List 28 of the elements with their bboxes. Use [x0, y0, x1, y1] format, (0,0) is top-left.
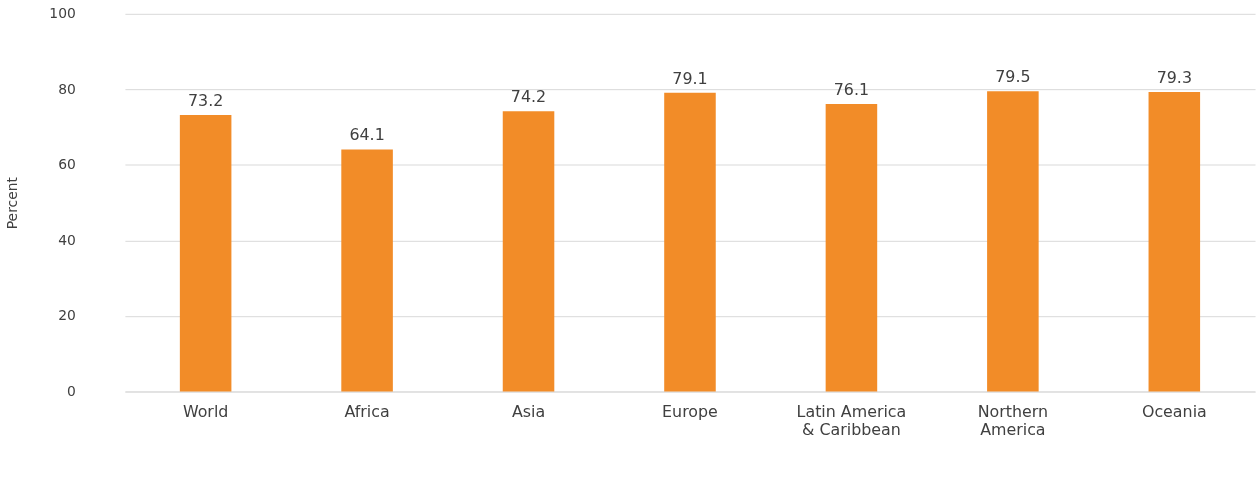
x-tick-label: Africa: [344, 401, 390, 421]
bar: [825, 104, 878, 392]
x-tick-label: Europe: [662, 401, 718, 421]
bar: [502, 111, 555, 392]
x-tick-label: Latin America & Caribbean: [796, 401, 907, 439]
y-tick-label: 40: [58, 231, 76, 248]
data-label: 73.2: [187, 91, 224, 111]
y-tick-label: 0: [67, 382, 76, 399]
data-label: 74.2: [510, 87, 547, 107]
data-label: 64.1: [349, 125, 385, 145]
x-tick-label: Northern America: [977, 401, 1049, 439]
data-label: 79.1: [672, 68, 708, 88]
x-tick-label: World: [182, 401, 229, 421]
data-label: 79.5: [995, 67, 1031, 87]
y-axis-title: Percent: [3, 176, 20, 230]
y-tick-label: 60: [58, 156, 76, 173]
y-tick-label: 20: [58, 307, 76, 324]
data-label: 76.1: [833, 80, 870, 100]
x-tick-label: Oceania: [1141, 401, 1207, 421]
bar: [664, 92, 716, 392]
x-tick-label: Asia: [511, 401, 546, 421]
bar: [179, 115, 232, 392]
bar: [1148, 92, 1201, 392]
y-tick-label: 80: [58, 80, 76, 97]
bar: [987, 91, 1039, 392]
y-tick-label: 100: [49, 5, 76, 22]
bar: [341, 149, 393, 392]
data-label: 79.3: [1156, 68, 1192, 88]
